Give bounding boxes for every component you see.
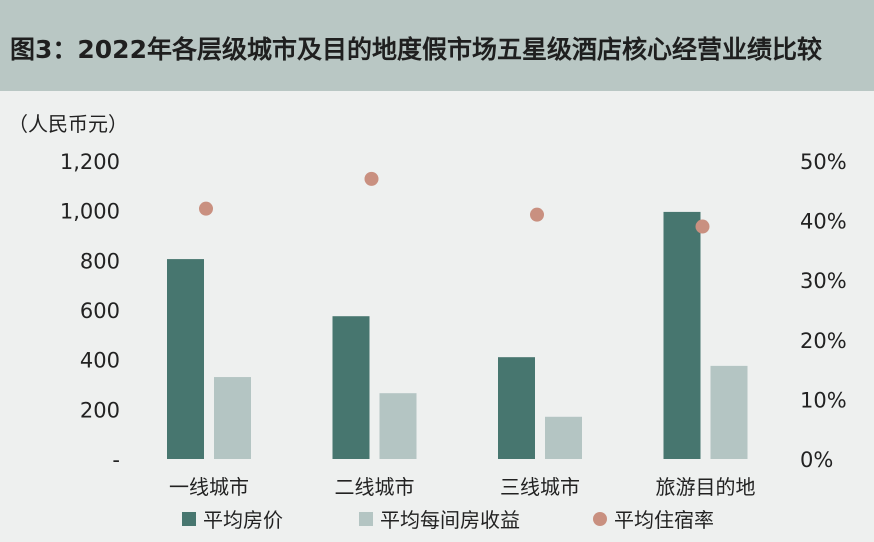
bar-avg-room-rate (167, 259, 204, 459)
y-right-tick-label: 50% (800, 150, 847, 174)
bar-avg-room-rate (498, 357, 535, 459)
y-left-tick-label: 1,200 (60, 150, 120, 174)
bar-revpar (379, 393, 417, 459)
point-occupancy-rate (530, 207, 544, 222)
y-right-tick-label: 20% (800, 329, 847, 353)
y-right-tick-label: 40% (800, 210, 847, 234)
y-right-tick-label: 0% (800, 448, 833, 472)
title-bar: 图3：2022年各层级城市及目的地度假市场五星级酒店核心经营业绩比较 (0, 0, 874, 91)
point-occupancy-rate (695, 219, 710, 234)
bar-revpar (710, 365, 748, 459)
bar-avg-room-rate (663, 211, 701, 459)
y-left-tick-label: 800 (80, 249, 120, 273)
y-left-tick-label: 600 (80, 299, 120, 323)
legend-avg-room-rate-label: 平均房价 (203, 508, 283, 532)
legend-revpar-label: 平均每间房收益 (380, 508, 520, 532)
bar-avg-room-rate (332, 316, 370, 459)
chart-title: 图3：2022年各层级城市及目的地度假市场五星级酒店核心经营业绩比较 (10, 35, 822, 64)
legend-occupancy-rate-label: 平均住宿率 (614, 508, 714, 532)
y-right-tick-label: 10% (800, 388, 847, 412)
y-axis-unit-label: （人民币元） (8, 112, 128, 136)
legend-occupancy-rate-marker (593, 512, 607, 526)
y-right-tick-label: 30% (800, 269, 847, 293)
y-left-tick-label: 200 (80, 398, 120, 422)
bar-revpar (545, 416, 582, 459)
legend-avg-room-rate-marker (182, 512, 196, 526)
x-tick-label: 一线城市 (169, 475, 249, 499)
x-tick-label: 旅游目的地 (656, 475, 756, 499)
bar-revpar (214, 377, 251, 459)
point-occupancy-rate (199, 201, 213, 216)
point-occupancy-rate (364, 171, 379, 186)
x-tick-label: 三线城市 (500, 475, 580, 499)
y-left-tick-label: - (112, 448, 120, 472)
legend-revpar-marker (359, 512, 373, 526)
y-left-tick-label: 1,000 (60, 200, 120, 224)
y-left-tick-label: 400 (80, 349, 120, 373)
x-tick-label: 二线城市 (335, 475, 415, 499)
